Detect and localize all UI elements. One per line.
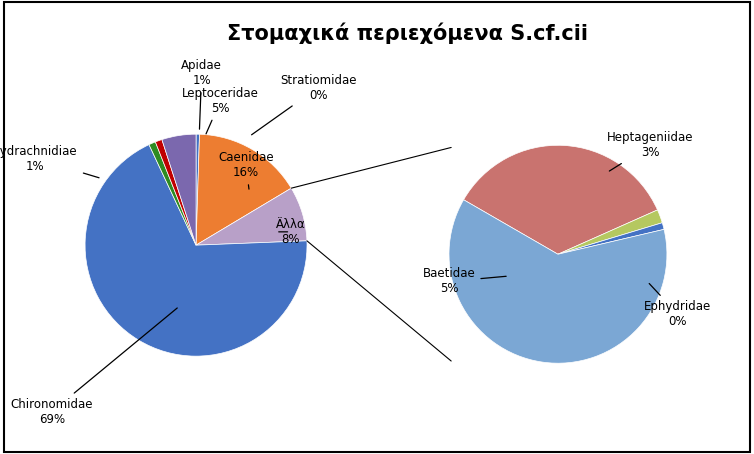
Text: Stratiomidae
0%: Stratiomidae 0% — [252, 74, 357, 135]
Wedge shape — [196, 188, 307, 245]
Wedge shape — [149, 142, 196, 245]
Text: Apidae
1%: Apidae 1% — [181, 59, 222, 129]
Wedge shape — [196, 134, 291, 245]
Wedge shape — [558, 210, 662, 254]
Wedge shape — [196, 134, 200, 245]
Wedge shape — [155, 139, 196, 245]
Text: Baetidae
5%: Baetidae 5% — [423, 267, 506, 296]
Wedge shape — [464, 145, 657, 254]
Wedge shape — [558, 223, 664, 254]
Wedge shape — [162, 134, 196, 245]
Text: Caenidae
16%: Caenidae 16% — [218, 151, 274, 189]
Text: Στομαχικά περιεχόμενα S.cf.cii: Στομαχικά περιεχόμενα S.cf.cii — [227, 23, 587, 44]
Text: Ephydridae
0%: Ephydridae 0% — [644, 283, 712, 328]
Text: Leptoceridae
5%: Leptoceridae 5% — [182, 87, 259, 134]
Wedge shape — [449, 200, 667, 363]
Text: Hydrachnidiae
1%: Hydrachnidiae 1% — [0, 144, 99, 178]
Text: Chironomidae
69%: Chironomidae 69% — [11, 308, 177, 426]
Text: Äλλα
8%: Äλλα 8% — [275, 218, 305, 246]
Text: Heptageniidae
3%: Heptageniidae 3% — [607, 131, 694, 171]
Wedge shape — [85, 145, 307, 356]
